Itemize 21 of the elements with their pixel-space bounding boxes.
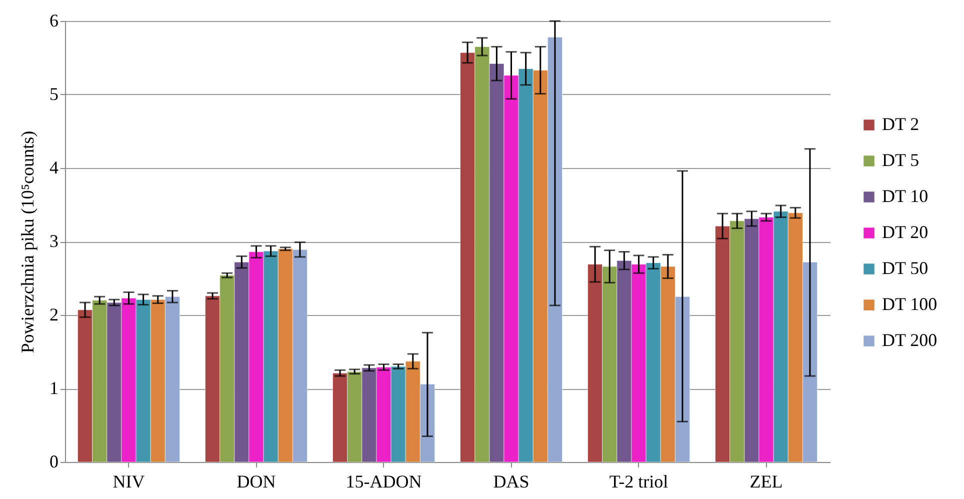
x-tick-label: NIV	[112, 472, 145, 492]
legend-label: DT 5	[882, 150, 920, 170]
y-tick-label: 6	[50, 10, 58, 30]
y-axis-title: Powierzchnia piku (10⁵counts)	[18, 130, 38, 354]
x-tick-label: ZEL	[750, 472, 783, 492]
y-tick-label: 4	[50, 158, 58, 178]
x-tick-label: 15-ADON	[346, 472, 422, 492]
legend-label: DT 100	[882, 294, 938, 314]
y-tick-label: 1	[50, 378, 58, 398]
x-tick-label: DAS	[493, 472, 530, 492]
legend-label: DT 2	[882, 114, 920, 134]
y-tick-label: 3	[50, 231, 58, 251]
legend-label: DT 10	[882, 186, 928, 206]
legend-label: DT 20	[882, 222, 928, 242]
legend-label: DT 50	[882, 258, 928, 278]
x-tick-label: T-2 triol	[609, 472, 668, 492]
y-tick-label: 0	[50, 452, 58, 472]
y-tick-label: 2	[50, 304, 58, 324]
y-tick-label: 5	[50, 84, 58, 104]
legend-label: DT 200	[882, 330, 938, 350]
x-tick-label: DON	[236, 472, 276, 492]
